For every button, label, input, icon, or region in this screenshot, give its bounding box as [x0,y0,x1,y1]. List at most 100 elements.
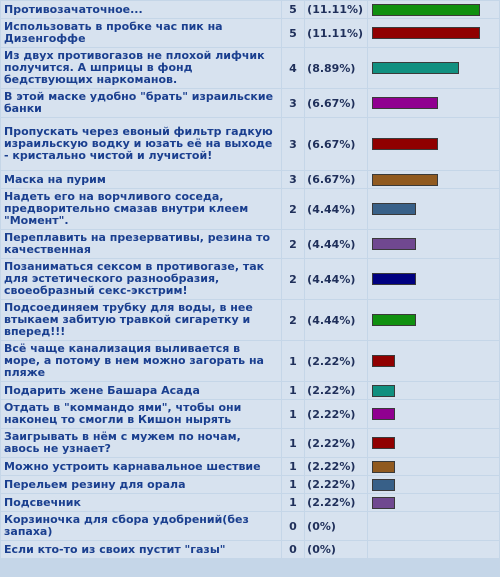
poll-row: В этой маске удобно "брать" израильские … [1,89,499,117]
poll-option-votes: 0 [281,512,305,540]
poll-option-votes: 1 [281,494,305,511]
poll-option-bar [372,238,417,250]
poll-option-bar [372,460,396,473]
poll-row: Можно устроить карнавальное шествие 1 (2.2… [1,458,499,475]
poll-option-percent: (11.11%) [305,1,368,18]
poll-option-bar-cell [368,230,499,258]
poll-row: Позаниматься сексом в противогазе, так д… [1,259,499,299]
poll-row: Надеть его на ворчливого соседа, предвор… [1,189,499,229]
poll-option-votes: 2 [281,189,305,229]
poll-option-bar [372,173,439,186]
poll-option-bar-cell [368,382,499,399]
poll-option-votes: 5 [281,19,305,47]
poll-option-label: Перельем резину для орала [1,476,281,493]
poll-option-bar-cell [368,494,499,511]
poll-option-bar [372,27,481,39]
poll-option-bar-cell [368,300,499,340]
poll-option-bar-cell [368,476,499,493]
poll-row: Отдать в "коммандо ями", чтобы они након… [1,400,499,428]
poll-option-bar [372,203,417,215]
poll-option-votes: 1 [281,429,305,457]
poll-option-percent: (2.22%) [305,458,368,475]
poll-option-bar [372,3,481,16]
poll-option-bar-cell [368,19,499,47]
poll-option-percent: (4.44%) [305,300,368,340]
poll-option-votes: 3 [281,171,305,188]
poll-option-bar-cell [368,89,499,117]
poll-option-bar [372,496,396,509]
poll-option-label: Противозачаточное... [1,1,281,18]
poll-option-votes: 1 [281,400,305,428]
poll-row: Подсоединяем трубку для воды, в нее втык… [1,300,499,340]
poll-option-percent: (2.22%) [305,382,368,399]
poll-option-bar [372,273,417,285]
poll-option-percent: (2.22%) [305,429,368,457]
poll-option-bar-cell [368,1,499,18]
poll-option-percent: (4.44%) [305,230,368,258]
poll-row: Пропускать через евоный фильтр гадкую из… [1,118,499,170]
poll-option-label: Использовать в пробке час пик на Дизенго… [1,19,281,47]
poll-option-label: В этой маске удобно "брать" израильские … [1,89,281,117]
poll-option-percent: (8.89%) [305,48,368,88]
poll-option-bar-cell [368,400,499,428]
poll-option-votes: 1 [281,476,305,493]
poll-option-bar [372,408,396,420]
poll-option-label: Можно устроить карнавальное шествие [1,458,281,475]
poll-option-percent: (6.67%) [305,89,368,117]
poll-option-bar [372,384,396,397]
poll-option-label: Надеть его на ворчливого соседа, предвор… [1,189,281,229]
poll-row: Заигрывать в нём с мужем по ночам, авось… [1,429,499,457]
poll-row: Подарить жене Башара Асада 1 (2.22%) [1,382,499,399]
poll-row: Из двух противогазов не плохой лифчик по… [1,48,499,88]
poll-option-percent: (11.11%) [305,19,368,47]
poll-option-label: Маска на пурим [1,171,281,188]
poll-option-votes: 0 [281,541,305,558]
poll-option-bar [372,478,396,491]
poll-option-percent: (2.22%) [305,494,368,511]
poll-option-bar-cell [368,259,499,299]
poll-row: Противозачаточное... 5 (11.11%) [1,1,499,18]
poll-row: Если кто-то из своих пустит "газы" 0 (0%) [1,541,499,558]
poll-option-percent: (2.22%) [305,400,368,428]
poll-option-bar [372,138,439,150]
poll-option-bar [372,314,417,326]
poll-option-bar [372,62,460,74]
poll-option-percent: (6.67%) [305,171,368,188]
poll-row: Корзиночка для сбора удобрений(без запах… [1,512,499,540]
poll-option-label: Заигрывать в нём с мужем по ночам, авось… [1,429,281,457]
poll-row: Использовать в пробке час пик на Дизенго… [1,19,499,47]
poll-option-bar [372,355,396,367]
poll-option-bar-cell [368,341,499,381]
poll-option-bar-cell [368,512,499,540]
poll-results-body: Противозачаточное... 5 (11.11%) Использоват… [1,1,499,558]
poll-option-percent: (4.44%) [305,259,368,299]
poll-option-votes: 5 [281,1,305,18]
poll-option-bar-cell [368,171,499,188]
poll-option-votes: 2 [281,259,305,299]
poll-option-label: Позаниматься сексом в противогазе, так д… [1,259,281,299]
poll-option-percent: (6.67%) [305,118,368,170]
poll-option-label: Отдать в "коммандо ями", чтобы они након… [1,400,281,428]
poll-option-label: Из двух противогазов не плохой лифчик по… [1,48,281,88]
poll-option-bar-cell [368,541,499,558]
poll-option-bar-cell [368,458,499,475]
poll-option-bar-cell [368,429,499,457]
poll-option-bar-cell [368,48,499,88]
poll-row: Подсвечник 1 (2.22%) [1,494,499,511]
poll-option-label: Корзиночка для сбора удобрений(без запах… [1,512,281,540]
poll-option-votes: 3 [281,89,305,117]
poll-option-label: Переплавить на презервативы, резина то к… [1,230,281,258]
poll-option-percent: (0%) [305,512,368,540]
poll-option-label: Подсоединяем трубку для воды, в нее втык… [1,300,281,340]
poll-option-percent: (4.44%) [305,189,368,229]
poll-option-label: Подарить жене Башара Асада [1,382,281,399]
poll-option-votes: 2 [281,230,305,258]
poll-option-label: Если кто-то из своих пустит "газы" [1,541,281,558]
poll-option-bar-cell [368,118,499,170]
poll-row: Перельем резину для орала 1 (2.22%) [1,476,499,493]
poll-option-label: Всё чаще канализация выливается в море, … [1,341,281,381]
poll-row: Переплавить на презервативы, резина то к… [1,230,499,258]
poll-option-votes: 1 [281,382,305,399]
poll-option-percent: (2.22%) [305,476,368,493]
poll-option-bar-cell [368,189,499,229]
